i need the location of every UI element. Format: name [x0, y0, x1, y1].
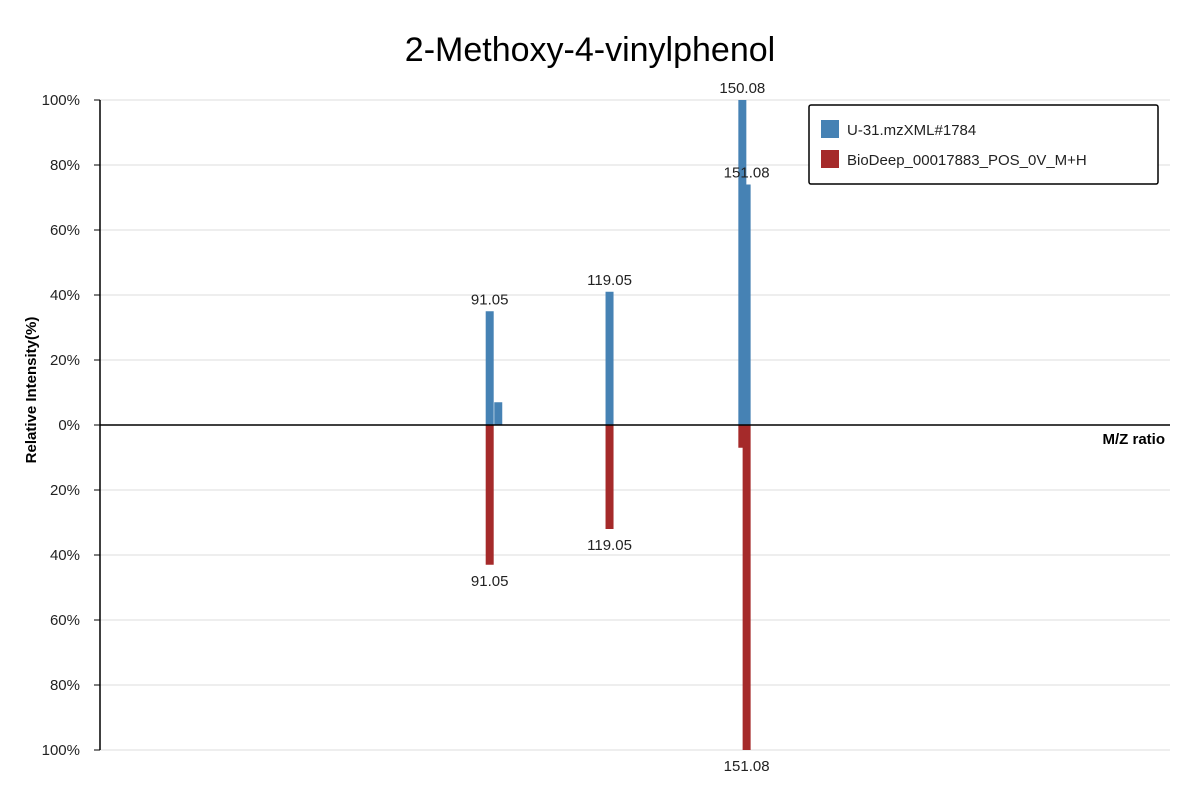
reference-peak-bar: [738, 425, 747, 448]
peak-labels-layer: 91.05 119.05 150.08 151.08 91.05 119.05 151.08: [471, 80, 770, 775]
y-tick-label: 0%: [58, 417, 80, 434]
y-axis-title: Relative Intensity(%): [23, 317, 40, 464]
reference-peak-bar: [485, 425, 494, 565]
legend-box: [808, 104, 1159, 185]
sample-peak-label: 91.05: [471, 291, 509, 308]
legend-swatch-reference: [821, 150, 839, 168]
sample-peak-bar: [742, 184, 751, 425]
sample-peak-bar: [494, 402, 503, 425]
y-tick-label: 100%: [42, 742, 80, 759]
legend-label-sample: U-31.mzXML#1784: [847, 122, 976, 139]
sample-peak-label: 150.08: [719, 80, 765, 97]
reference-peak-bar: [605, 425, 614, 529]
sample-peak-label: 119.05: [587, 272, 632, 289]
sample-peak-label: 151.08: [724, 165, 770, 182]
y-tick-label: 60%: [50, 222, 80, 239]
legend-swatch-sample: [821, 120, 839, 138]
y-tick-label: 80%: [50, 677, 80, 694]
reference-peak-label: 91.05: [471, 573, 509, 590]
y-tick-label: 40%: [50, 287, 80, 304]
legend-label-reference: BioDeep_00017883_POS_0V_M+H: [847, 152, 1087, 169]
y-tick-label: 100%: [42, 92, 80, 109]
y-tick-label: 20%: [50, 482, 80, 499]
grid-layer: [100, 99, 1170, 751]
chart-title: 2-Methoxy-4-vinylphenol: [405, 31, 775, 69]
sample-peak-bar: [485, 311, 494, 425]
legend: U-31.mzXML#1784 BioDeep_00017883_POS_0V_…: [808, 104, 1159, 185]
y-tick-label: 60%: [50, 612, 80, 629]
reference-peak-label: 151.08: [724, 758, 770, 775]
x-axis-title: M/Z ratio: [1103, 431, 1166, 448]
y-tick-label: 80%: [50, 157, 80, 174]
bars-layer: [485, 100, 751, 750]
sample-peak-bar: [605, 291, 614, 425]
axes-layer: 100% 80% 60% 40% 20% 0% 20% 40% 60% 80% 100%: [42, 92, 1170, 759]
sample-peak-bar: [738, 100, 747, 425]
y-tick-label: 40%: [50, 547, 80, 564]
reference-peak-bar: [742, 425, 751, 750]
reference-peak-label: 119.05: [587, 537, 632, 554]
y-tick-label: 20%: [50, 352, 80, 369]
